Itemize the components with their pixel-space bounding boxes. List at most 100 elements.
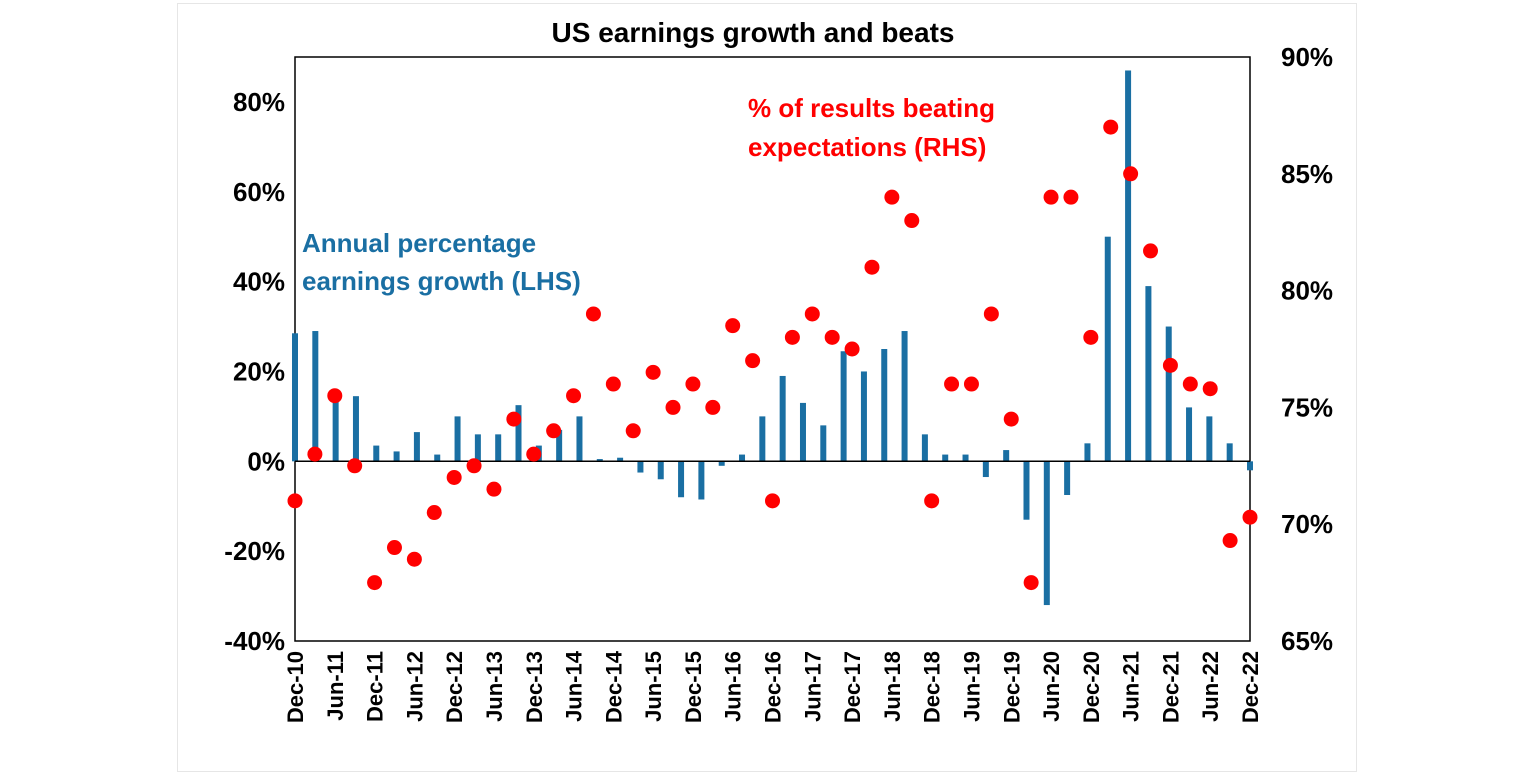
bars-annotation-line2: earnings growth (LHS)	[302, 266, 581, 296]
earnings-bar	[678, 461, 685, 498]
chart-title: US earnings growth and beats	[552, 17, 955, 48]
beat-rate-dot	[605, 376, 621, 392]
earnings-bar	[779, 375, 786, 462]
right-tick-label: 80%	[1281, 276, 1333, 306]
x-tick-label: Dec-14	[601, 650, 626, 723]
beat-rate-dot	[725, 318, 741, 334]
earnings-bar	[373, 445, 380, 462]
earnings-bar	[596, 459, 603, 462]
earnings-bar	[1226, 443, 1233, 462]
earnings-bar	[1104, 236, 1111, 462]
earnings-bar	[820, 425, 827, 462]
x-tick-label: Dec-11	[363, 651, 388, 722]
left-tick-label: -20%	[224, 536, 285, 566]
right-tick-label: 90%	[1281, 42, 1333, 72]
dot-series	[287, 119, 1258, 591]
earnings-bar	[962, 454, 969, 462]
x-tick-label: Dec-21	[1158, 651, 1183, 723]
beat-rate-dot	[585, 306, 601, 322]
x-tick-label: Dec-20	[1079, 651, 1104, 723]
dots-annotation-line1: % of results beating	[748, 93, 995, 123]
beat-rate-dot	[904, 213, 920, 229]
x-tick-label: Jun-11	[323, 651, 348, 721]
beat-rate-dot	[486, 481, 502, 497]
beat-rate-dot	[566, 388, 582, 404]
x-tick-label: Dec-18	[920, 651, 945, 723]
earnings-bar	[312, 331, 319, 462]
earnings-bar	[881, 349, 888, 462]
earnings-bar	[495, 434, 502, 462]
earnings-bar	[637, 461, 644, 473]
beat-rate-dot	[625, 423, 641, 439]
earnings-bar	[556, 429, 563, 462]
beat-rate-dot	[765, 493, 780, 509]
beat-rate-dot	[745, 353, 761, 369]
beat-rate-dot	[1083, 329, 1099, 345]
beat-rate-dot	[804, 306, 820, 322]
left-tick-label: 0%	[247, 446, 285, 476]
earnings-bar	[576, 416, 583, 462]
beat-rate-dot	[983, 306, 999, 322]
x-tick-label: Dec-22	[1238, 651, 1263, 723]
right-tick-label: 65%	[1281, 626, 1333, 656]
earnings-bar	[292, 333, 298, 462]
x-tick-label: Jun-15	[641, 651, 666, 722]
beat-rate-dot	[1003, 411, 1019, 427]
beat-rate-dot	[307, 446, 323, 462]
dots-annotation-line2: expectations (RHS)	[748, 132, 986, 162]
left-axis: 80% 60% 40% 20% 0% -20% -40%	[224, 87, 285, 656]
beat-rate-dot	[1043, 189, 1059, 205]
x-tick-label: Dec-15	[681, 651, 706, 723]
earnings-bar	[1003, 450, 1010, 462]
beat-rate-dot	[466, 458, 482, 474]
earnings-bar	[454, 416, 461, 462]
beat-rate-dot	[1123, 166, 1139, 182]
beat-rate-dot	[665, 399, 681, 415]
beat-rate-dot	[287, 493, 303, 509]
beat-rate-dot	[506, 411, 522, 427]
earnings-bar	[352, 396, 359, 462]
earnings-bar	[718, 461, 725, 466]
earnings-bar	[617, 457, 624, 462]
earnings-bar	[901, 331, 908, 462]
beat-rate-dot	[1222, 533, 1238, 549]
earnings-bar	[840, 351, 847, 462]
right-axis: 90% 85% 80% 75% 70% 65%	[1281, 42, 1333, 656]
beat-rate-dot	[526, 446, 542, 462]
x-tick-label: Jun-19	[959, 651, 984, 722]
beat-rate-dot	[1143, 243, 1159, 259]
beat-rate-dot	[884, 189, 900, 205]
earnings-bar	[1043, 461, 1050, 606]
x-tick-label: Jun-12	[402, 651, 427, 722]
earnings-bar	[1084, 443, 1091, 462]
earnings-bar	[1023, 461, 1030, 520]
beat-rate-dot	[1182, 376, 1198, 392]
beat-rate-dot	[963, 376, 979, 392]
beat-rate-dot	[1103, 119, 1119, 135]
earnings-bar	[860, 371, 867, 462]
x-tick-label: Dec-17	[840, 651, 865, 723]
beat-rate-dot	[645, 364, 661, 380]
beat-rate-dot	[705, 399, 721, 415]
x-tick-label: Dec-13	[522, 651, 547, 723]
beat-rate-dot	[347, 458, 363, 474]
beat-rate-dot	[685, 376, 701, 392]
earnings-bar	[799, 402, 806, 462]
earnings-bar	[657, 461, 664, 480]
earnings-bar	[332, 398, 339, 462]
x-tick-label: Dec-16	[761, 651, 786, 723]
x-tick-label: Jun-20	[1039, 651, 1064, 722]
x-tick-label: Jun-18	[880, 651, 905, 722]
beat-rate-dot	[1162, 357, 1178, 373]
beat-rate-dot	[1202, 381, 1218, 397]
earnings-bar	[1206, 416, 1213, 462]
left-tick-label: 80%	[233, 87, 285, 117]
x-tick-label: Jun-13	[482, 651, 507, 722]
earnings-bar	[1125, 70, 1132, 462]
beat-rate-dot	[1242, 509, 1258, 525]
earnings-bar	[698, 461, 705, 500]
right-tick-label: 75%	[1281, 392, 1333, 422]
earnings-bar	[413, 432, 420, 462]
beat-rate-dot	[844, 341, 860, 357]
